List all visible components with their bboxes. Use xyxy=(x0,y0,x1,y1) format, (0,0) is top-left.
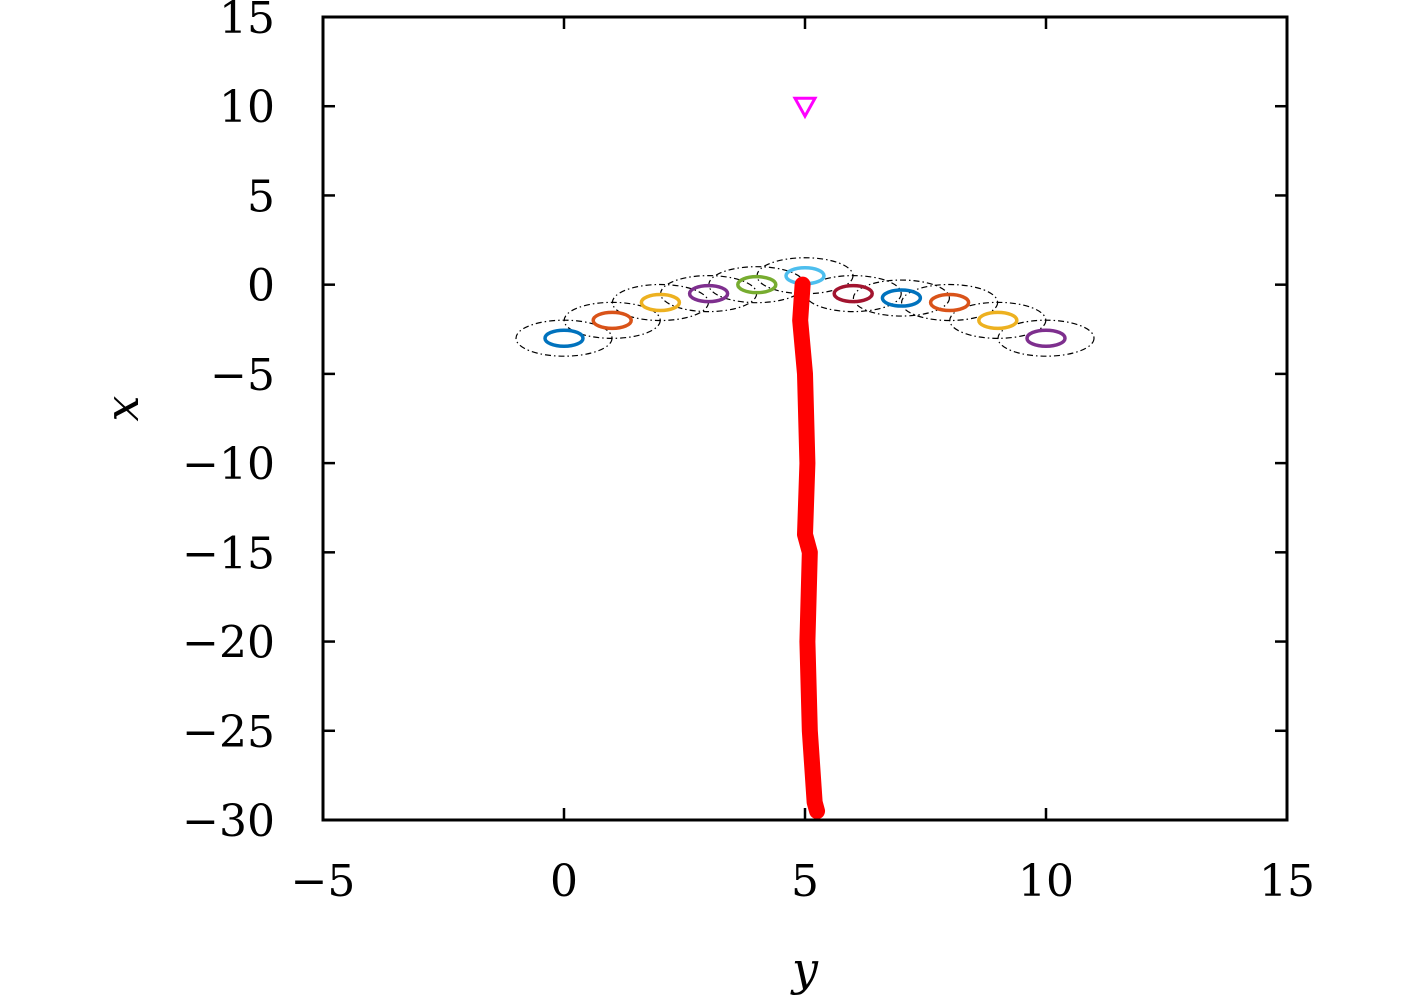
y-tick-label-9: −30 xyxy=(182,796,275,847)
triangle-marker xyxy=(792,96,818,120)
ring-4 xyxy=(736,274,778,295)
ring-10 xyxy=(1025,328,1067,348)
y-axis-label: x xyxy=(95,395,149,421)
y-tick-label-6: −15 xyxy=(182,528,275,579)
y-tick-label-2: 5 xyxy=(247,171,275,222)
y-tick-label-0: 15 xyxy=(219,0,275,44)
x-tick-label-2: 5 xyxy=(791,856,819,907)
x-tick-label-4: 15 xyxy=(1259,856,1315,907)
ring-7 xyxy=(880,288,923,308)
ring-0 xyxy=(543,328,585,348)
x-tick-label-0: −5 xyxy=(291,856,356,907)
ring-outline-7 xyxy=(852,279,951,317)
ring-8 xyxy=(928,292,971,313)
x-axis-label: y xyxy=(790,942,819,996)
trajectory-line xyxy=(792,276,826,820)
y-tick-label-8: −25 xyxy=(182,707,275,758)
ticks xyxy=(321,15,1289,822)
ring-9 xyxy=(977,310,1019,331)
plot-marks xyxy=(515,96,1095,820)
ring-outline-10 xyxy=(997,319,1095,357)
y-tick-label-1: 10 xyxy=(219,82,275,133)
ring-1 xyxy=(591,310,633,331)
ring-2 xyxy=(639,292,682,313)
y-tick-label-3: 0 xyxy=(247,261,275,312)
x-tick-label-3: 10 xyxy=(1018,856,1074,907)
y-tick-label-5: −10 xyxy=(182,439,275,490)
x-tick-label-1: 0 xyxy=(550,856,578,907)
ring-3 xyxy=(687,283,730,304)
y-tick-label-7: −20 xyxy=(182,618,275,669)
tick-labels: −5 0 5 10 15 15 10 5 0 −5 −10 −15 −20 −25 −30 xyxy=(182,0,1315,907)
y-tick-label-4: −5 xyxy=(210,350,275,401)
ring-6 xyxy=(832,283,874,304)
